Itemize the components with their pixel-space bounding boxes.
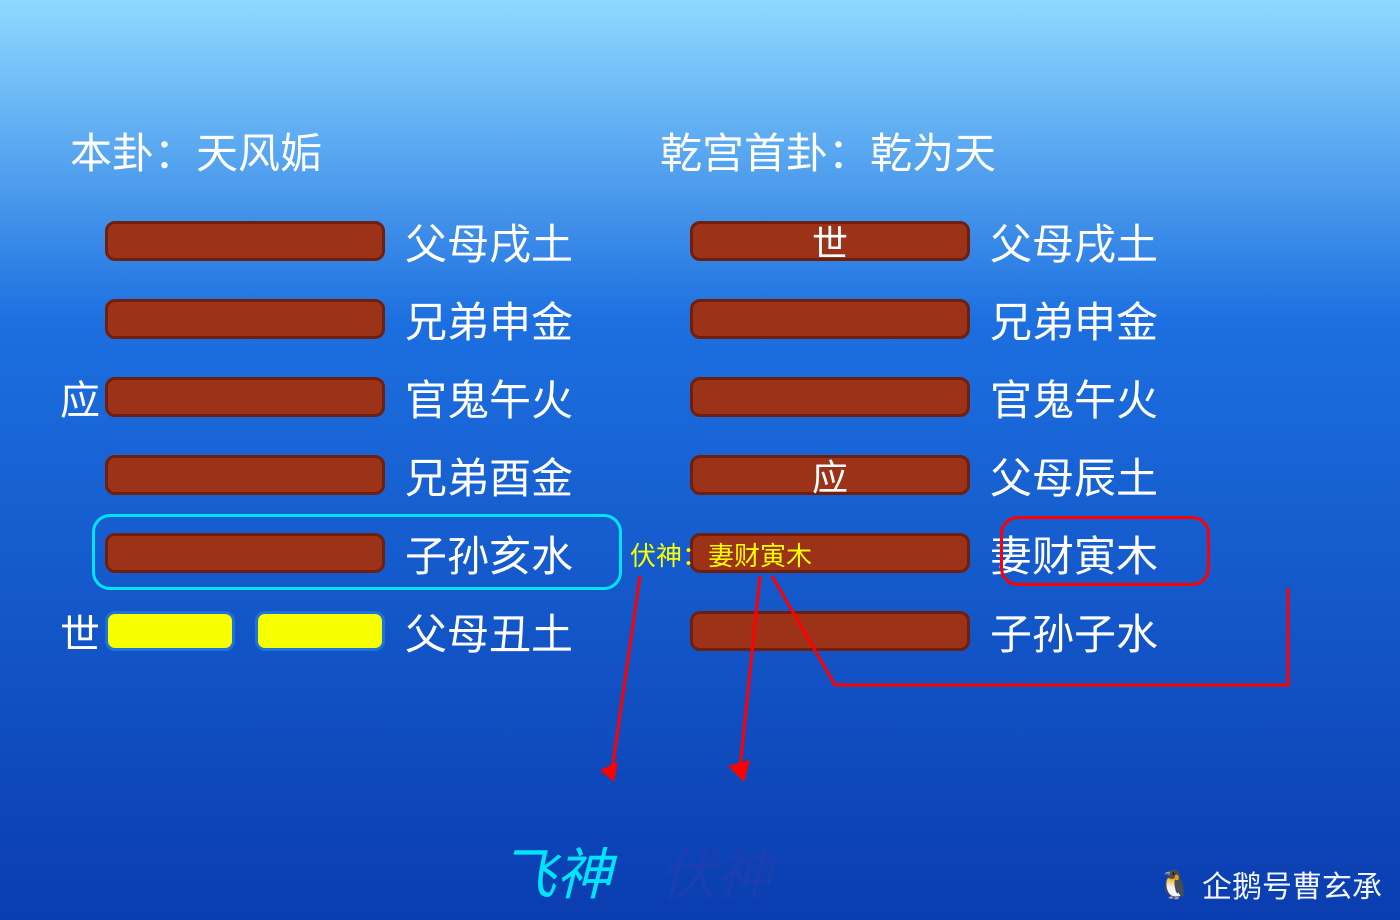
yang-line [690, 299, 970, 339]
left-row-6-label: 父母丑土 [405, 601, 573, 662]
yang-line [105, 221, 385, 261]
left-row-5: 子孙亥水 [55, 527, 573, 579]
right-row-2-label: 兄弟申金 [990, 289, 1158, 350]
feishen-label: 飞神 [500, 830, 612, 911]
left-row-1-line [105, 221, 385, 261]
left-row-2-line [105, 299, 385, 339]
yang-line [690, 455, 970, 495]
right-row-3-line [690, 377, 970, 417]
left-row-4-line [105, 455, 385, 495]
left-row-5-line [105, 533, 385, 573]
yin-line-half [105, 611, 235, 651]
right-row-6: 子孙子水 [640, 605, 1158, 657]
diagram-canvas: 本卦：天风姤乾宫首卦：乾为天父母戌土兄弟申金应官鬼午火兄弟酉金子孙亥水世父母丑土… [0, 0, 1400, 920]
right-row-1-label: 父母戌土 [990, 211, 1158, 272]
right-row-6-line [690, 611, 970, 651]
left-row-2: 兄弟申金 [55, 293, 573, 345]
right-row-1-line: 世 [690, 221, 970, 261]
left-row-6-left-marker: 世 [55, 602, 105, 660]
left-row-4: 兄弟酉金 [55, 449, 573, 501]
right-row-4: 应父母辰土 [640, 449, 1158, 501]
right-row-2: 兄弟申金 [640, 293, 1158, 345]
right-row-4-line: 应 [690, 455, 970, 495]
left-row-1-label: 父母戌土 [405, 211, 573, 272]
left-row-3-left-marker: 应 [55, 368, 105, 426]
right-row-4-label: 父母辰土 [990, 445, 1158, 506]
yang-line [105, 377, 385, 417]
right-row-6-label: 子孙子水 [990, 601, 1158, 662]
left-hexagram-title: 本卦：天风姤 [70, 120, 322, 181]
yang-line [105, 299, 385, 339]
left-row-1: 父母戌土 [55, 215, 573, 267]
watermark-author: 曹玄承 [1292, 862, 1382, 906]
left-row-5-label: 子孙亥水 [405, 523, 573, 584]
arrow-to-fushen-head [728, 760, 750, 782]
left-row-3-line [105, 377, 385, 417]
yang-line [690, 377, 970, 417]
yang-line [105, 455, 385, 495]
left-row-4-label: 兄弟酉金 [405, 445, 573, 506]
right-row-5-label: 妻财寅木 [990, 523, 1158, 584]
yang-line [690, 221, 970, 261]
penguin-icon: 🐧 [1157, 868, 1192, 901]
fushen-annotation: 伏神：妻财寅木 [630, 536, 812, 573]
right-row-3-label: 官鬼午火 [990, 367, 1158, 428]
right-hexagram-title: 乾宫首卦：乾为天 [660, 120, 996, 181]
yin-line-half [255, 611, 385, 651]
left-row-6-line [105, 611, 385, 651]
fushen-label: 伏神 [660, 830, 772, 911]
right-row-2-line [690, 299, 970, 339]
watermark-platform: 企鹅号 [1202, 862, 1292, 906]
yang-line [690, 611, 970, 651]
arrow-to-feishen [612, 576, 640, 770]
left-row-3: 应官鬼午火 [55, 371, 573, 423]
left-row-3-label: 官鬼午火 [405, 367, 573, 428]
watermark: 🐧 企鹅号 曹玄承 [1157, 862, 1382, 906]
left-row-2-label: 兄弟申金 [405, 289, 573, 350]
arrow-to-feishen-head [600, 762, 618, 782]
right-row-1: 世父母戌土 [640, 215, 1158, 267]
right-row-3: 官鬼午火 [640, 371, 1158, 423]
yang-line [105, 533, 385, 573]
left-row-6: 世父母丑土 [55, 605, 573, 657]
